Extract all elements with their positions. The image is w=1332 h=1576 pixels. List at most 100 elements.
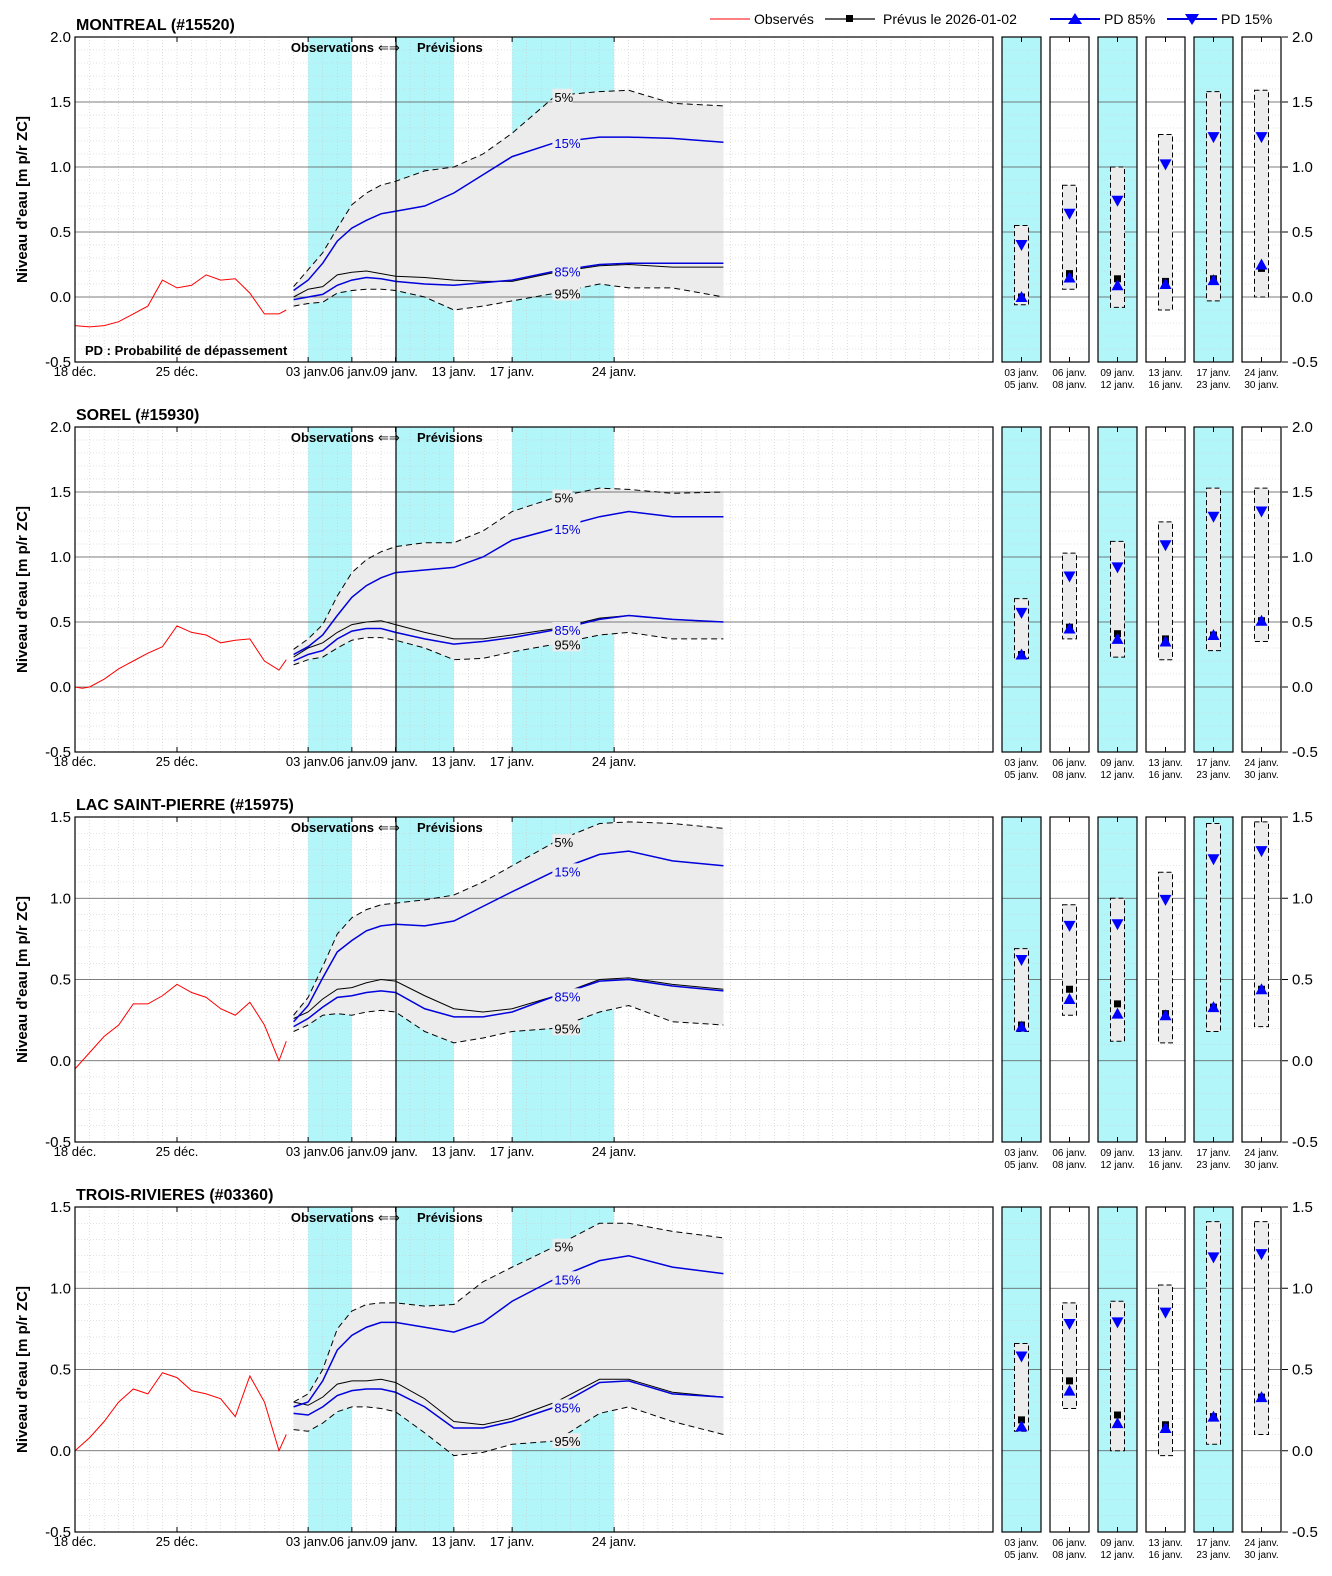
period-range-box bbox=[1014, 948, 1029, 1032]
period-pd85-marker bbox=[1063, 622, 1076, 634]
period-pd85-marker bbox=[1207, 629, 1220, 640]
period-pd85-marker bbox=[1159, 635, 1172, 647]
period-range-box bbox=[1206, 823, 1221, 1032]
observations-label: Observations bbox=[291, 40, 374, 55]
y-tick-label-left: 2.0 bbox=[50, 29, 71, 46]
period-label-end: 08 janv. bbox=[1052, 1160, 1086, 1171]
y-tick-label-right: 0.0 bbox=[1292, 1053, 1313, 1070]
panel-title: TROIS-RIVIERES (#03360) bbox=[76, 1187, 273, 1204]
period-label-end: 12 janv. bbox=[1100, 380, 1134, 391]
x-tick-label: 18 déc. bbox=[54, 364, 97, 379]
period-panel-4: 13 janv.16 janv. bbox=[1145, 816, 1186, 1171]
label-95pct: 95% bbox=[554, 637, 580, 652]
period-range-box bbox=[1254, 821, 1269, 1028]
period-pd85-marker bbox=[1063, 993, 1076, 1004]
label-5pct: 5% bbox=[554, 1240, 573, 1255]
period-panel-4: 13 janv.16 janv. bbox=[1145, 426, 1186, 781]
period-range-box bbox=[1254, 1221, 1269, 1435]
series-pd85 bbox=[293, 978, 724, 1028]
series-pd85 bbox=[293, 614, 724, 662]
label-85pct-bg bbox=[552, 1399, 581, 1415]
probability-band bbox=[293, 1223, 724, 1456]
period-panel-2: 06 janv.08 janv. bbox=[1049, 816, 1090, 1171]
y-tick-label-right: 1.5 bbox=[1292, 1199, 1313, 1216]
y-tick-label-left: 1.0 bbox=[50, 549, 71, 566]
period-pd15-marker bbox=[1207, 132, 1220, 144]
label-95pct: 95% bbox=[554, 286, 580, 301]
y-tick-label-left: -0.5 bbox=[45, 1524, 71, 1541]
period-label-end: 30 janv. bbox=[1244, 770, 1278, 781]
period-label-end: 16 janv. bbox=[1148, 1160, 1182, 1171]
period-panel-1: 03 janv.05 janv. bbox=[1001, 1206, 1042, 1561]
period-pd15-marker bbox=[1159, 894, 1172, 906]
probability-band bbox=[293, 90, 724, 310]
observations-label: Observations bbox=[291, 430, 374, 445]
period-range-box bbox=[1254, 89, 1269, 298]
period-label-start: 24 janv. bbox=[1244, 1148, 1278, 1159]
legend-pd85-marker bbox=[1068, 13, 1082, 24]
period-range-box bbox=[1206, 487, 1221, 652]
period-pd85-marker bbox=[1159, 1422, 1172, 1433]
x-tick-label: 03 janv. bbox=[286, 1534, 331, 1549]
period-panel-1: 03 janv.05 janv. bbox=[1001, 426, 1042, 781]
x-tick-label: 06 janv. bbox=[330, 364, 375, 379]
label-5pct-bg bbox=[552, 1238, 573, 1254]
period-pd15-marker bbox=[1207, 511, 1220, 523]
period-panel-1: 03 janv.05 janv. bbox=[1001, 816, 1042, 1171]
x-tick-label: 24 janv. bbox=[592, 754, 637, 769]
x-tick-label: 09 janv. bbox=[373, 364, 418, 379]
x-tick-label: 17 janv. bbox=[490, 1534, 535, 1549]
series-pd15 bbox=[293, 510, 724, 656]
y-tick-label-right: 1.0 bbox=[1292, 549, 1313, 566]
period-label-start: 09 janv. bbox=[1100, 1148, 1134, 1159]
period-label-end: 30 janv. bbox=[1244, 1550, 1278, 1561]
y-axis-label: Niveau d'eau [m p/r ZC] bbox=[14, 506, 31, 673]
previsions-label: Prévisions bbox=[417, 1210, 483, 1225]
x-tick-label: 13 janv. bbox=[432, 364, 477, 379]
period-label-start: 17 janv. bbox=[1196, 368, 1230, 379]
period-label-end: 23 janv. bbox=[1196, 1160, 1230, 1171]
y-axis-label: Niveau d'eau [m p/r ZC] bbox=[14, 896, 31, 1063]
series-95pct bbox=[293, 283, 724, 311]
series-95pct bbox=[293, 1004, 724, 1044]
label-85pct: 85% bbox=[554, 264, 580, 279]
series-pd15 bbox=[293, 1254, 724, 1408]
y-tick-label-right: 0.5 bbox=[1292, 614, 1313, 631]
period-label-end: 12 janv. bbox=[1100, 770, 1134, 781]
period-pd85-marker bbox=[1015, 648, 1028, 660]
period-label-end: 05 janv. bbox=[1004, 1160, 1038, 1171]
period-label-start: 24 janv. bbox=[1244, 368, 1278, 379]
previsions-label: Prévisions bbox=[417, 820, 483, 835]
period-panel-6: 24 janv.30 janv. bbox=[1241, 36, 1282, 391]
series-observed bbox=[74, 274, 287, 328]
period-forecast-marker bbox=[1114, 1411, 1121, 1419]
period-label-start: 24 janv. bbox=[1244, 758, 1278, 769]
label-15pct: 15% bbox=[554, 136, 580, 151]
y-tick-label-right: -0.5 bbox=[1292, 744, 1318, 761]
y-tick-label-left: 1.0 bbox=[50, 890, 71, 907]
double-arrow-glyph: ⇐⇒ bbox=[378, 430, 400, 445]
main-plot-frame bbox=[74, 426, 994, 753]
previsions-label: Prévisions bbox=[417, 40, 483, 55]
period-label-start: 13 janv. bbox=[1148, 758, 1182, 769]
period-pd85-marker bbox=[1207, 1410, 1220, 1422]
panel-title: SOREL (#15930) bbox=[76, 407, 199, 424]
x-tick-label: 13 janv. bbox=[432, 754, 477, 769]
y-tick-label-right: -0.5 bbox=[1292, 1524, 1318, 1541]
label-15pct-bg bbox=[552, 863, 581, 879]
y-tick-label-left: 0.0 bbox=[50, 1053, 71, 1070]
y-tick-label-left: 0.0 bbox=[50, 679, 71, 696]
period-pd15-marker bbox=[1159, 159, 1172, 171]
period-label-start: 06 janv. bbox=[1052, 1148, 1086, 1159]
y-tick-label-right: -0.5 bbox=[1292, 1134, 1318, 1151]
period-label-end: 23 janv. bbox=[1196, 380, 1230, 391]
label-5pct: 5% bbox=[554, 491, 573, 506]
main-plot-frame bbox=[74, 1206, 994, 1533]
period-panel-3: 09 janv.12 janv. bbox=[1097, 426, 1138, 781]
x-tick-label: 03 janv. bbox=[286, 364, 331, 379]
y-tick-label-left: 1.5 bbox=[50, 484, 71, 501]
series-pd15 bbox=[293, 850, 724, 1023]
period-label-end: 16 janv. bbox=[1148, 380, 1182, 391]
period-label-end: 23 janv. bbox=[1196, 1550, 1230, 1561]
